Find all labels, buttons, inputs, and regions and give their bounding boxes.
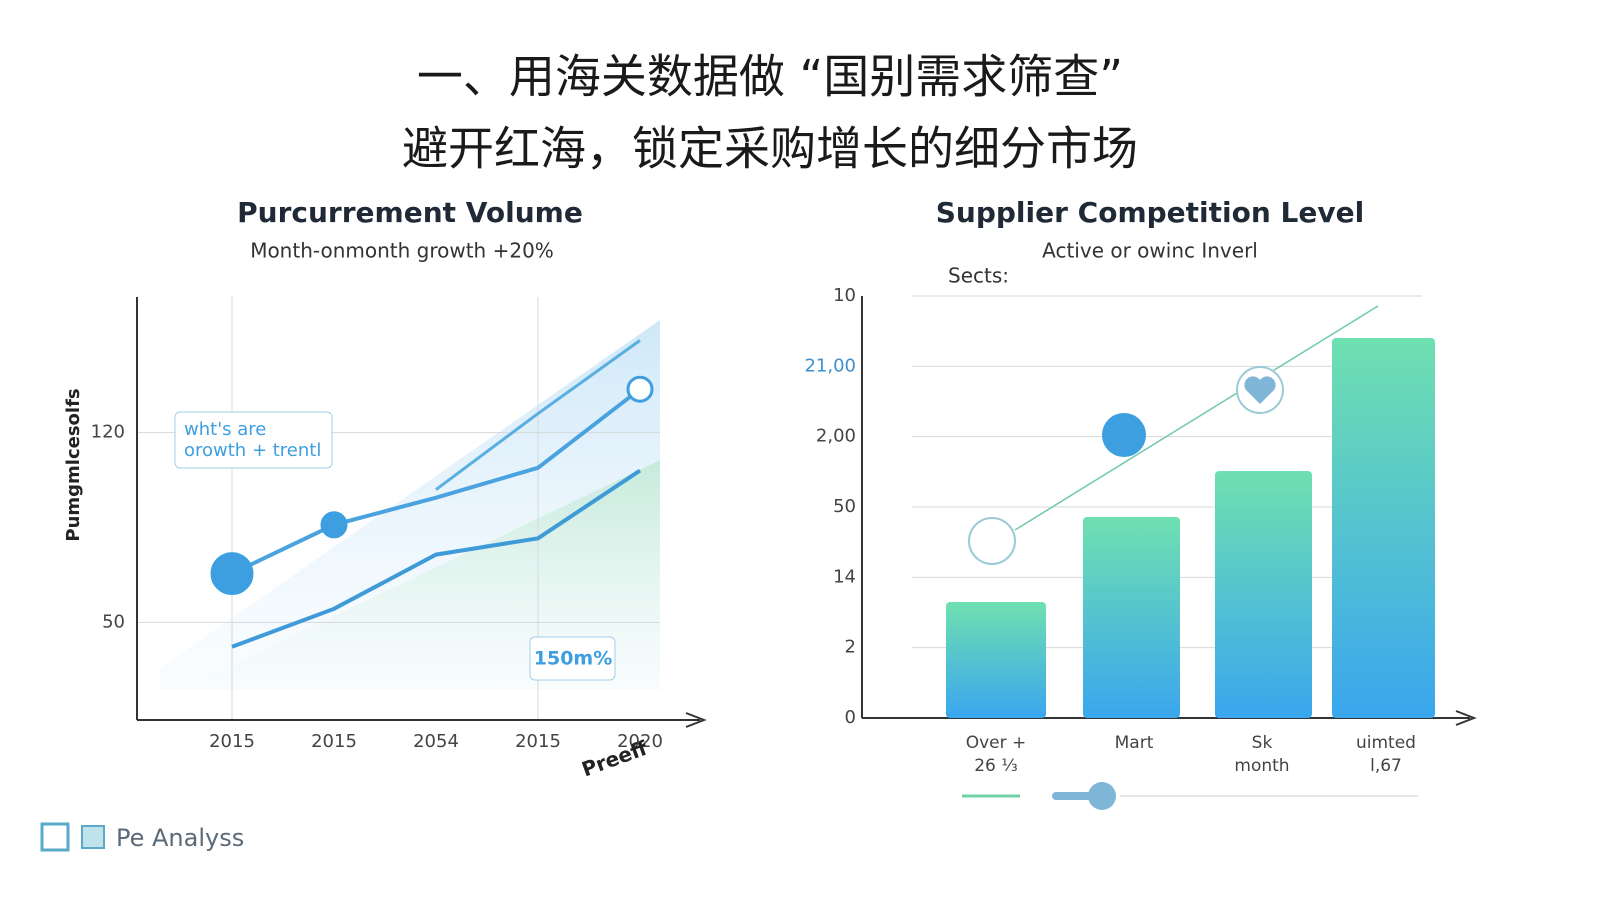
chart-subtitle: Month-onmonth growth +20% xyxy=(250,239,554,263)
trend-line xyxy=(1014,305,1379,531)
axis-arrow xyxy=(685,712,707,728)
y-axis-title: Sects: xyxy=(948,264,1009,288)
y-tick-label: 0 xyxy=(845,707,856,728)
line xyxy=(231,468,642,649)
chart-subtitle: Active or owinc Inverl xyxy=(1042,239,1258,263)
slider-knob xyxy=(1088,782,1116,810)
logo xyxy=(40,822,105,852)
annotation: wht's are xyxy=(184,419,266,440)
y-tick-label: 50 xyxy=(833,496,856,517)
marker xyxy=(210,552,254,596)
y-tick-label: 2,00 xyxy=(816,426,856,447)
y-tick-label: 14 xyxy=(833,566,856,587)
x-tick-label: 26 ⅓ xyxy=(974,756,1018,776)
bar xyxy=(1215,471,1312,718)
y-axis-title: Pumgmlcesolfs xyxy=(63,388,84,541)
x-tick-label: month xyxy=(1234,756,1289,776)
x-tick-label: 2015 xyxy=(209,731,255,752)
subheading: 避开红海，锁定采购增长的细分市场 xyxy=(402,122,1138,176)
marker xyxy=(320,511,348,539)
y-tick-label: 21,00 xyxy=(804,355,856,376)
x-tick-label: uimted xyxy=(1356,733,1416,753)
icon xyxy=(968,517,1016,565)
icon xyxy=(1244,376,1276,404)
y-tick-label: 10 xyxy=(833,285,856,306)
y-tick-label: 50 xyxy=(102,611,125,632)
line xyxy=(435,339,641,491)
x-tick-label: Mart xyxy=(1115,733,1154,753)
line xyxy=(231,387,642,576)
bar xyxy=(946,602,1046,718)
x-tick-label: l,67 xyxy=(1370,756,1402,776)
x-tick-label: 2015 xyxy=(311,731,357,752)
chart-title: Purcurrement Volume xyxy=(237,196,583,229)
heading: 一、用海关数据做 “国别需求筛查” xyxy=(417,50,1123,104)
annotation: orowth + trentl xyxy=(184,440,321,461)
marker xyxy=(626,375,654,403)
x-tick-label: 2054 xyxy=(413,731,459,752)
x-tick-label: 2020 xyxy=(617,731,663,752)
callout xyxy=(174,411,333,469)
callout xyxy=(529,636,616,681)
area xyxy=(180,460,660,690)
x-tick-label: 2015 xyxy=(515,731,561,752)
annotation: Preeff xyxy=(578,735,651,781)
x-tick-label: Over + xyxy=(966,733,1027,753)
bar xyxy=(1332,338,1435,718)
icon xyxy=(1102,413,1146,457)
bar xyxy=(1083,517,1180,718)
brand: Pe Analyss xyxy=(116,824,244,852)
y-tick-label: 120 xyxy=(91,422,125,443)
annotation: 150m% xyxy=(534,648,613,670)
chart-title: Supplier Competition Level xyxy=(936,196,1364,229)
axis-arrow xyxy=(1455,710,1477,726)
y-tick-label: 2 xyxy=(845,637,856,658)
x-tick-label: Sk xyxy=(1252,733,1273,753)
